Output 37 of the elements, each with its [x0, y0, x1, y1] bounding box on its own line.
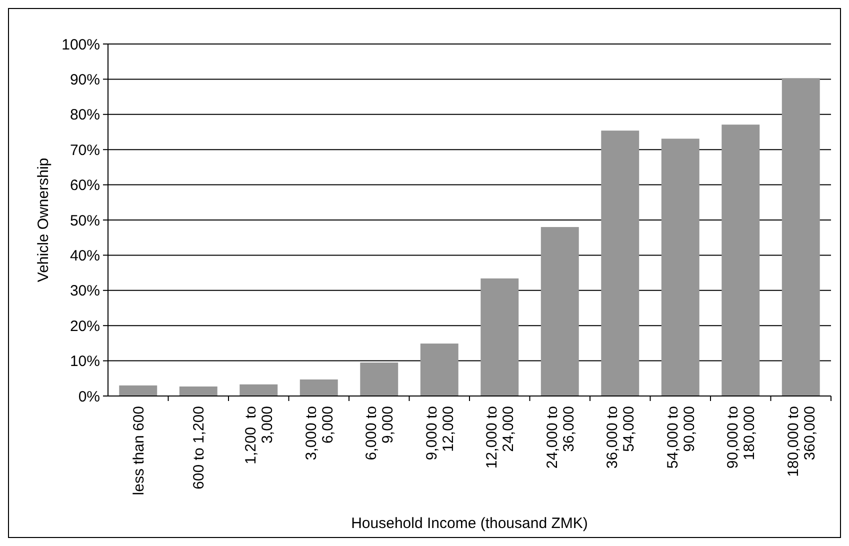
y-tick-label: 70% — [70, 142, 100, 159]
y-tick-label: 50% — [70, 212, 100, 230]
x-tick-label: 9,000 to 12,000 — [423, 406, 457, 460]
bar — [420, 344, 458, 396]
bar — [661, 138, 700, 396]
x-tick-label: 90,000 to 180,000 — [724, 406, 758, 469]
bar — [240, 384, 278, 396]
x-tick-label: 600 to 1,200 — [190, 406, 208, 490]
bar — [179, 386, 218, 396]
bar — [782, 78, 820, 396]
y-tick-label: 40% — [70, 247, 100, 264]
y-tick-label: 60% — [70, 177, 100, 194]
y-tick-label: 80% — [70, 106, 100, 124]
x-tick-label: 1,200 to 3,000 — [242, 406, 276, 464]
x-tick-label: 180,000 to 360,000 — [784, 406, 818, 477]
x-tick-label: 36,000 to 54,000 — [604, 406, 638, 469]
x-axis-title: Household Income (thousand ZMK) — [351, 515, 588, 532]
bar — [722, 124, 760, 396]
y-tick-label: 30% — [70, 282, 100, 300]
bar — [119, 385, 158, 396]
y-tick-label: 90% — [70, 71, 100, 88]
bar — [540, 227, 579, 396]
y-tick-label: 0% — [78, 388, 100, 406]
x-tick-label: less than 600 — [130, 406, 148, 496]
x-tick-label: 6,000 to 9,000 — [363, 406, 397, 460]
bar — [360, 362, 398, 396]
bar — [300, 379, 338, 396]
x-tick-label: 3,000 to 6,000 — [302, 406, 336, 460]
bar — [480, 278, 519, 396]
x-tick-label: 54,000 to 90,000 — [664, 406, 698, 469]
y-tick-label: 100% — [62, 36, 100, 54]
y-tick-label: 10% — [70, 353, 100, 370]
y-axis-title: Vehicle Ownership — [35, 158, 52, 282]
x-tick-label: 12,000 to 24,000 — [484, 406, 518, 469]
y-tick-label: 20% — [70, 318, 100, 335]
bar — [601, 130, 640, 396]
x-tick-label: 24,000 to 36,000 — [544, 406, 578, 469]
